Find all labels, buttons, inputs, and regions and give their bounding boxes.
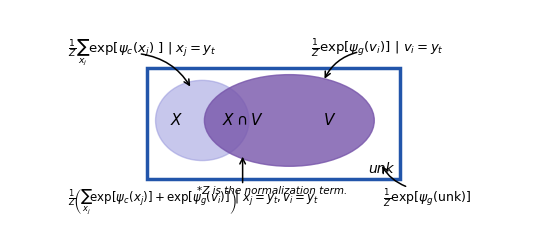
Text: $\frac{1}{Z}\!\left(\sum_{x_j}\!\exp[\psi_c(x_j)]+\exp[\psi_g(v_i)]\right)\!|\ x: $\frac{1}{Z}\!\left(\sum_{x_j}\!\exp[\ps… (68, 187, 320, 217)
Text: *Z is the normalization term.: *Z is the normalization term. (197, 186, 347, 196)
Text: $V$: $V$ (323, 112, 336, 128)
Text: $\frac{1}{Z}\exp[\psi_g(v_i)]\ |\ v_i=y_t$: $\frac{1}{Z}\exp[\psi_g(v_i)]\ |\ v_i=y_… (311, 37, 443, 60)
Ellipse shape (204, 75, 374, 166)
FancyBboxPatch shape (147, 68, 400, 179)
Text: $X \cap V$: $X \cap V$ (222, 112, 264, 128)
Text: $\frac{1}{Z}\exp[\psi_g(\mathrm{unk})]$: $\frac{1}{Z}\exp[\psi_g(\mathrm{unk})]$ (383, 187, 471, 209)
Text: $\frac{1}{Z}\sum_{x_j}\exp[\psi_c(x_j)\ ]\ |\ x_j=y_t$: $\frac{1}{Z}\sum_{x_j}\exp[\psi_c(x_j)\ … (68, 37, 217, 68)
Text: unk: unk (368, 162, 393, 176)
Ellipse shape (156, 80, 249, 160)
Text: $X$: $X$ (170, 112, 184, 128)
